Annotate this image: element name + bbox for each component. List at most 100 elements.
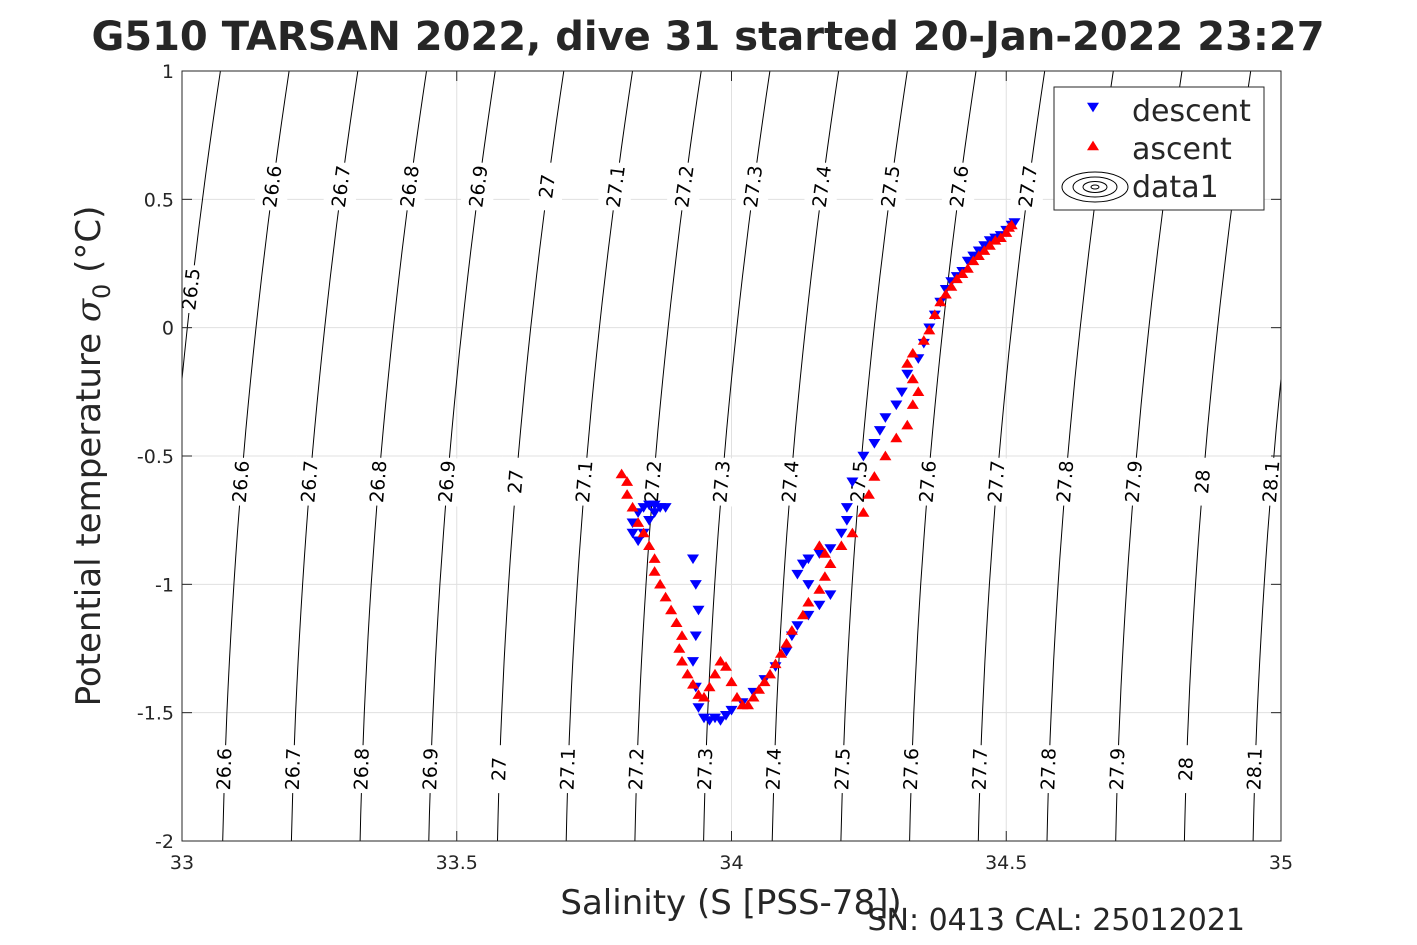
y-axis-label-subscript: 0 bbox=[88, 284, 116, 299]
x-axis-label: Salinity (S [PSS-78]) bbox=[560, 883, 901, 923]
ascent-point bbox=[780, 638, 793, 648]
ascent-point bbox=[813, 540, 826, 550]
x-tick-label: 35 bbox=[1269, 852, 1293, 874]
density-contours: 26.5 26.6 26.6 26.6 26.7 26.7 26.7 26.8 26.8 26.8… bbox=[172, 71, 1290, 841]
contour-label: 27 bbox=[488, 757, 511, 782]
descent-point bbox=[725, 705, 738, 716]
data-points bbox=[615, 218, 1021, 726]
legend-label-descent: descent bbox=[1132, 94, 1251, 129]
descent-point bbox=[813, 600, 826, 611]
ascent-point bbox=[835, 540, 848, 550]
descent-point bbox=[840, 503, 853, 513]
contour-label: 26.7 bbox=[328, 164, 355, 209]
contour-label: 27.4 bbox=[763, 748, 786, 791]
ascent-point bbox=[1000, 227, 1013, 237]
ascent-point bbox=[923, 324, 936, 335]
descent-point bbox=[879, 413, 892, 423]
ascent-point bbox=[978, 245, 991, 255]
ascent-point bbox=[945, 281, 958, 291]
contour-label: 28 bbox=[1175, 757, 1198, 782]
contour-label: 26.9 bbox=[435, 460, 460, 504]
y-tick-label: -2 bbox=[155, 831, 174, 853]
ascent-point bbox=[972, 250, 985, 260]
y-tick-label: 0.5 bbox=[144, 189, 174, 211]
legend-label-ascent: ascent bbox=[1132, 132, 1232, 167]
descent-point bbox=[720, 711, 732, 721]
ascent-point bbox=[796, 609, 809, 620]
descent-point bbox=[802, 554, 815, 565]
descent-point bbox=[780, 646, 793, 657]
ascent-point bbox=[934, 296, 947, 307]
descent-point bbox=[714, 716, 727, 726]
ascent-point bbox=[670, 617, 683, 627]
ascent-point bbox=[747, 691, 760, 702]
x-tick-label: 33.5 bbox=[436, 852, 478, 874]
contour-label: 27.7 bbox=[969, 748, 992, 791]
ascent-point bbox=[912, 386, 925, 396]
descent-point bbox=[687, 657, 699, 667]
ascent-point bbox=[615, 468, 628, 479]
contour-label: 27.6 bbox=[916, 460, 941, 504]
descent-point bbox=[692, 703, 705, 713]
contour-label: 27 bbox=[535, 173, 560, 200]
contour-label: 27.1 bbox=[556, 748, 579, 791]
ascent-point bbox=[665, 604, 678, 615]
y-axis-label-main: Potential temperature bbox=[69, 322, 109, 706]
contour-label: 27.5 bbox=[877, 164, 904, 209]
descent-point bbox=[824, 590, 837, 600]
contour-label: 27.7 bbox=[1015, 164, 1042, 209]
ascent-point bbox=[818, 548, 831, 558]
legend: descent ascent data1 bbox=[1053, 86, 1265, 211]
descent-point bbox=[791, 621, 804, 631]
descent-point bbox=[802, 580, 815, 590]
ascent-point bbox=[720, 661, 732, 671]
contour-label: 26.8 bbox=[366, 460, 391, 504]
axis-ticks: 33 33.5 34 34.5 35 1 0.5 0 -0.5 -1 -1.5 -2 bbox=[137, 61, 1293, 874]
ascent-point bbox=[714, 655, 727, 666]
contour-label: 27.4 bbox=[778, 460, 803, 504]
descent-point bbox=[824, 544, 837, 554]
density-contour-line bbox=[182, 71, 221, 385]
descent-point bbox=[868, 439, 881, 449]
contour-label: 27.6 bbox=[900, 748, 923, 791]
ascent-point bbox=[901, 358, 914, 368]
contour-label: 26.6 bbox=[213, 748, 236, 791]
contour-label: 27.5 bbox=[831, 748, 854, 791]
contour-label: 26.9 bbox=[465, 164, 492, 209]
contour-label: 26.5 bbox=[178, 267, 205, 312]
ascent-point bbox=[983, 240, 996, 250]
descent-point bbox=[840, 516, 853, 526]
contour-label: 26.9 bbox=[419, 748, 442, 791]
contour-label: 27.2 bbox=[641, 460, 666, 504]
ascent-point bbox=[764, 668, 776, 679]
ascent-point bbox=[725, 676, 738, 687]
contour-label: 26.8 bbox=[397, 164, 424, 209]
descent-point bbox=[643, 500, 656, 511]
contour-label: 27.3 bbox=[694, 748, 717, 791]
contour-label: 27 bbox=[504, 469, 528, 495]
ascent-point bbox=[758, 676, 771, 687]
ascent-point bbox=[857, 507, 870, 517]
series-descent bbox=[626, 218, 1021, 726]
ascent-point bbox=[906, 373, 919, 384]
ascent-point bbox=[753, 684, 765, 694]
y-tick-label: 0 bbox=[162, 318, 174, 340]
descent-point bbox=[901, 369, 914, 380]
y-axis-label: Potential temperature σ0 (°C) bbox=[69, 206, 116, 707]
contour-label: 26.6 bbox=[259, 164, 286, 209]
ascent-point bbox=[967, 255, 980, 266]
ascent-point bbox=[676, 630, 688, 640]
contour-label: 27.9 bbox=[1122, 460, 1147, 504]
legend-ascent-marker bbox=[1087, 140, 1099, 151]
contour-label: 26.6 bbox=[229, 460, 254, 504]
ascent-point bbox=[824, 558, 837, 568]
descent-point bbox=[692, 605, 705, 616]
x-tick-label: 34.5 bbox=[985, 852, 1027, 874]
legend-label-data1: data1 bbox=[1132, 170, 1219, 205]
ascent-point bbox=[673, 643, 686, 653]
ascent-point bbox=[868, 471, 881, 481]
ascent-point bbox=[769, 658, 782, 669]
contour-label: 26.8 bbox=[350, 748, 373, 791]
ascent-point bbox=[813, 584, 826, 594]
